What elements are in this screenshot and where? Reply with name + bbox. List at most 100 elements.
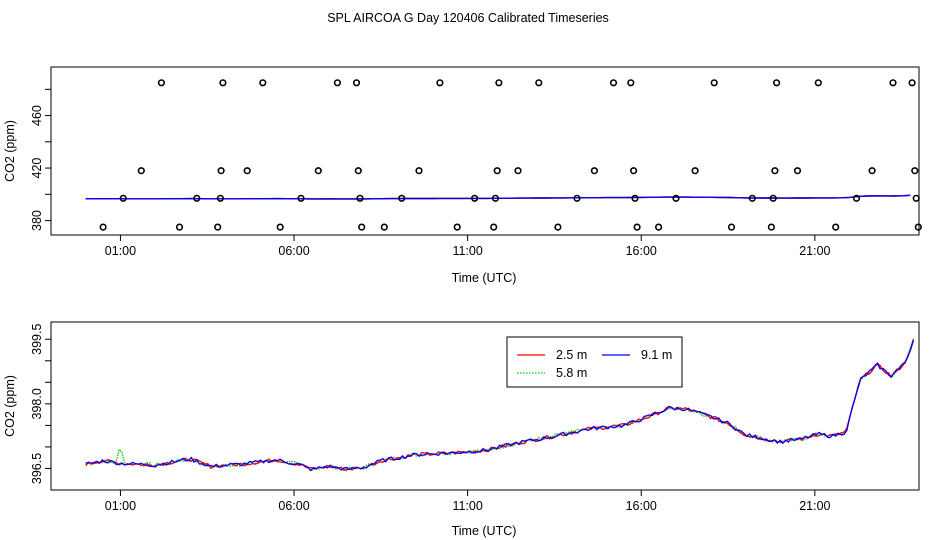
top-scatter-point [119,194,127,202]
top-scatter-point [99,223,107,231]
top-scatter-point [767,223,776,231]
bottom-y-axis-label: CO2 (ppm) [3,375,17,437]
top-scatter-point [314,167,322,175]
legend-box [506,336,683,388]
top-scatter-point [912,194,920,202]
top-scatter-point [832,223,840,231]
bottom-series-line-1 [85,340,914,472]
bottom-y-tick-label: 399.5 [30,324,44,355]
figure-title: SPL AIRCOA G Day 120406 Calibrated Times… [327,11,609,25]
top-scatter-point [772,79,781,87]
top-scatter-point [793,167,802,175]
top-scatter-point [216,194,224,202]
top-scatter-point [629,167,638,175]
legend-label-9-1m: 9.1 m [641,348,672,362]
top-scatter-point [491,194,500,202]
top-scatter-point [356,194,364,202]
top-scatter-point [769,194,777,202]
top-scatter-point [868,167,876,175]
top-scatter-point [471,194,479,202]
top-plot-frame [50,66,920,236]
top-scatter-point [217,167,225,175]
top-scatter-point [908,79,916,87]
top-scatter-point [748,194,756,202]
top-scatter-point [554,223,562,231]
top-scatter-point [627,79,635,87]
top-scatter-point [259,79,267,87]
top-scatter-point [590,167,599,175]
top-x-axis: 01:00 06:00 11:00 16:00 21:00 [105,235,831,258]
top-scatter-point [398,194,406,202]
bottom-x-tick-label: 21:00 [799,499,830,513]
top-x-tick-label: 01:00 [105,244,136,258]
top-scatter-points [99,79,922,231]
bottom-y-axis: 396.5 398.0 399.5 [30,324,51,484]
bottom-y-tick-label: 398.0 [30,388,44,419]
top-scatter-point [727,223,736,231]
top-scatter-point [493,167,501,175]
top-scatter-point [771,167,779,175]
top-scatter-point [609,79,618,87]
top-y-axis: 380 420 460 [30,88,51,231]
top-scatter-point [889,79,897,87]
top-scatter-point [654,223,663,231]
bottom-x-tick-label: 11:00 [452,499,482,513]
top-x-tick-label: 21:00 [799,244,830,258]
top-scatter-point [276,223,284,231]
top-scatter-point [380,223,388,231]
bottom-series-lines [85,338,915,472]
bottom-series-line-0 [85,338,915,472]
top-scatter-point [911,167,919,175]
top-scatter-point [175,223,184,231]
top-scatter-point [354,167,362,175]
top-x-tick-label: 11:00 [452,244,482,258]
top-scatter-point [514,167,522,175]
bottom-y-tick-label: 396.5 [30,453,44,484]
legend: 2.5 m 5.8 m 9.1 m [506,336,683,388]
bottom-x-axis: 01:00 06:00 11:00 16:00 21:00 [105,490,831,513]
top-scatter-point [352,79,361,87]
top-scatter-point [710,79,718,87]
top-scatter-point [333,79,342,87]
top-y-tick-label: 420 [30,158,44,179]
top-scatter-point [672,194,680,202]
top-panel: 01:00 06:00 11:00 16:00 21:00 380 420 460 Time… [3,66,922,285]
top-scatter-point [214,223,222,231]
top-x-axis-label: Time (UTC) [452,271,517,285]
top-scatter-point [453,223,461,231]
top-scatter-point [243,167,251,175]
top-x-tick-label: 16:00 [626,244,657,258]
top-scatter-point [852,194,861,202]
top-scatter-point [535,79,543,87]
top-scatter-point [495,79,503,87]
top-scatter-point [814,79,822,87]
top-scatter-point [914,223,922,231]
top-scatter-point [573,194,581,202]
top-scatter-point [137,167,145,175]
top-scatter-point [633,223,641,231]
top-scatter-point [415,167,423,175]
top-y-axis-label: CO2 (ppm) [3,120,17,182]
bottom-x-axis-label: Time (UTC) [452,524,517,538]
top-scatter-point [297,194,305,202]
top-scatter-point [219,79,227,87]
bottom-plot-frame [50,321,920,491]
top-y-tick-label: 380 [30,210,44,231]
top-scatter-point [631,194,639,202]
bottom-panel: 01:00 06:00 11:00 16:00 21:00 396.5 398.0 399.… [3,321,920,538]
bottom-x-tick-label: 06:00 [278,499,309,513]
legend-label-5-8m: 5.8 m [556,366,587,380]
legend-label-2-5m: 2.5 m [556,348,587,362]
bottom-x-tick-label: 16:00 [626,499,657,513]
top-y-tick-label: 460 [30,105,44,126]
bottom-x-tick-label: 01:00 [105,499,136,513]
top-scatter-point [436,79,444,87]
top-x-tick-label: 06:00 [278,244,309,258]
bottom-series-line-2 [85,340,915,472]
top-scatter-point [691,167,699,175]
top-scatter-point [490,223,498,231]
top-scatter-point [193,194,201,202]
top-scatter-point [157,79,165,87]
top-scatter-point [358,223,366,231]
